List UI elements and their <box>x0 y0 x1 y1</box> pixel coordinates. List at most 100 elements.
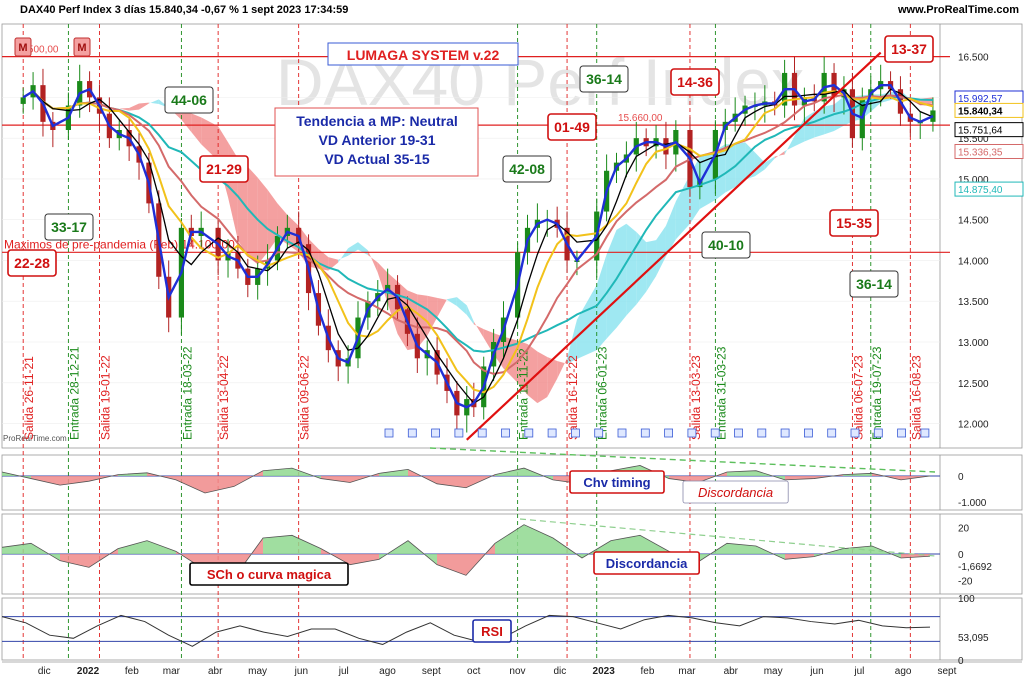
sub-title-box <box>569 470 665 494</box>
ichimoku-cloud-segment <box>636 231 647 305</box>
x-tick-label: dic <box>38 666 51 677</box>
oscillator-segment <box>31 475 60 486</box>
trend-info-line: Tendencia a MP: Neutral <box>296 113 458 129</box>
score-box <box>849 270 899 298</box>
event-icon <box>640 428 650 438</box>
score-label: 15-35 <box>836 215 872 231</box>
x-tick-label: mar <box>678 666 696 677</box>
credit-label: ProRealTime.com <box>3 434 67 443</box>
discordance-label: Discordancia <box>698 485 773 500</box>
sub-y-tick-label: 0 <box>958 656 964 667</box>
event-icon <box>501 428 510 438</box>
trend-info-box <box>274 107 479 177</box>
ichimoku-cloud-segment <box>735 142 746 188</box>
event-icon <box>477 428 487 438</box>
oscillator-segment <box>524 524 553 554</box>
discordance-box <box>593 551 700 575</box>
ichimoku-cloud-segment <box>557 358 568 379</box>
horizontal-level-label: 16.500,00 <box>14 45 59 56</box>
ichimoku-cloud-segment <box>148 99 159 105</box>
oscillator-segment <box>263 535 292 554</box>
x-tick-label: sept <box>422 666 441 677</box>
trend-info-line: VD Anterior 19-31 <box>319 132 436 148</box>
event-icon <box>664 428 673 438</box>
sub-title-box <box>189 562 349 586</box>
event-icon <box>897 428 906 438</box>
event-icon <box>524 428 534 438</box>
event-icon <box>571 428 580 438</box>
oscillator-segment <box>756 546 785 560</box>
sma-fast-line <box>22 83 934 409</box>
signal-label: Salida 09-06-22 <box>298 355 312 440</box>
x-tick-label: oct <box>467 666 481 677</box>
site-link[interactable]: www.ProRealTime.com <box>897 4 1019 16</box>
candle-body <box>20 97 26 104</box>
signal-label: Salida 26-11-21 <box>22 356 36 440</box>
oscillator-segment <box>379 469 408 476</box>
system-title-box <box>327 42 519 66</box>
m-badge-label: M <box>18 42 27 54</box>
score-label: 36-14 <box>586 71 622 87</box>
price-marker-box <box>954 122 1024 138</box>
score-box <box>670 68 720 96</box>
score-box <box>701 231 751 259</box>
event-icon <box>617 428 627 438</box>
ichimoku-cloud-segment <box>527 344 538 404</box>
score-box <box>199 155 249 183</box>
oscillator-segment <box>640 535 669 554</box>
oscillator-line <box>1 465 931 494</box>
ichimoku-cloud-segment <box>596 254 607 351</box>
ichimoku-cloud-segment <box>804 111 815 142</box>
oscillator-segment <box>321 475 350 483</box>
x-tick-label: jun <box>294 666 308 677</box>
ichimoku-cloud-segment <box>665 201 676 257</box>
score-label: 44-06 <box>171 92 207 108</box>
sub-title: SCh o curva magica <box>207 567 332 582</box>
score-label: 21-29 <box>206 161 242 177</box>
y-tick-label: 15.000 <box>958 175 989 186</box>
discordance-box <box>682 480 789 504</box>
score-label: 01-49 <box>554 119 590 135</box>
sub-y-tick-label: 100 <box>958 594 975 605</box>
oscillator-segment <box>611 535 640 554</box>
divergence-line <box>429 447 936 473</box>
m-badge <box>14 37 32 57</box>
x-tick-label: ago <box>895 666 912 677</box>
ichimoku-cloud-segment <box>616 223 627 328</box>
ichimoku-cloud-segment <box>699 150 716 209</box>
sub-y-tick-label: 0 <box>958 550 964 561</box>
sub-y-tick-label: 0 <box>958 472 964 483</box>
price-marker-label: 15.751,64 <box>958 126 1003 137</box>
x-tick-label: feb <box>125 666 139 677</box>
x-tick-label: ago <box>379 666 396 677</box>
oscillator-segment <box>60 554 89 568</box>
ichimoku-cloud-segment <box>201 117 219 161</box>
x-tick-label: feb <box>641 666 655 677</box>
score-box <box>579 65 629 93</box>
x-tick-label: nov <box>509 666 525 677</box>
ichimoku-cloud-segment <box>466 305 474 325</box>
ichimoku-cloud-segment <box>456 297 467 315</box>
oscillator-segment <box>437 475 466 488</box>
ichimoku-cloud-segment <box>328 257 339 271</box>
x-tick-label: abr <box>724 666 739 677</box>
signal-label: Entrada 18-03-22 <box>180 346 194 440</box>
sub-y-tick-label: 20 <box>958 523 970 534</box>
ichimoku-cloud-segment <box>237 158 248 257</box>
price-marker-label: 15.336,35 <box>958 147 1003 158</box>
score-box <box>502 155 552 183</box>
x-tick-label: abr <box>208 666 223 677</box>
ichimoku-cloud-segment <box>774 151 785 159</box>
ichimoku-cloud-segment <box>745 142 755 180</box>
event-icon <box>873 428 883 438</box>
ichimoku-cloud-segment <box>191 113 202 145</box>
panel-frame-3 <box>1 597 1023 661</box>
price-marker-label: 15.840,34 <box>958 106 1003 117</box>
ichimoku-cloud-segment <box>814 106 825 138</box>
signal-label: Entrada 28-12-21 <box>67 346 81 440</box>
ichimoku-cloud-segment <box>517 340 528 395</box>
x-tick-label: 2023 <box>593 666 616 677</box>
signal-label: Entrada 31-03-23 <box>714 346 728 440</box>
ichimoku-cloud-segment <box>437 297 447 318</box>
ichimoku-cloud-segment <box>725 144 736 193</box>
